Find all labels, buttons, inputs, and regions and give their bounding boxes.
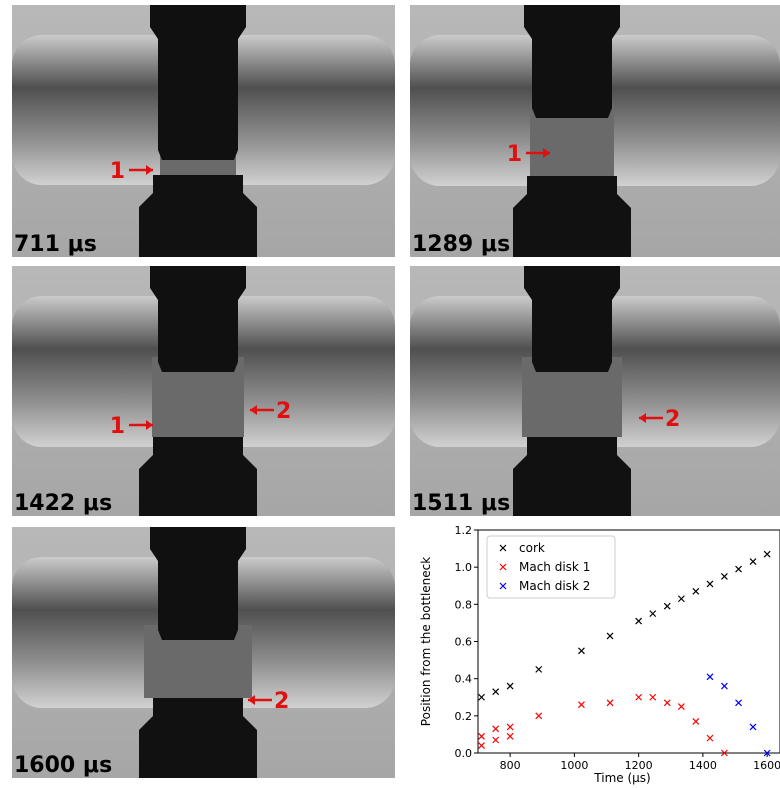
x-tick-label: 1400 bbox=[689, 759, 717, 772]
legend-label: Mach disk 1 bbox=[519, 560, 590, 574]
bottle-neck bbox=[513, 176, 631, 257]
y-tick-label: 0.0 bbox=[455, 747, 473, 760]
cork bbox=[150, 266, 246, 372]
y-axis-label: Position from the bottleneck bbox=[419, 557, 433, 726]
time-label: 1511 μs bbox=[412, 491, 510, 516]
photo-panel: 1511 μs 2 bbox=[410, 266, 780, 516]
y-tick-label: 0.8 bbox=[455, 598, 473, 611]
y-tick-label: 1.2 bbox=[455, 524, 473, 537]
legend-label: Mach disk 2 bbox=[519, 579, 590, 593]
y-tick-label: 1.0 bbox=[455, 561, 473, 574]
time-label: 1289 μs bbox=[412, 232, 510, 257]
cork bbox=[150, 527, 246, 640]
x-axis-label: Time (μs) bbox=[593, 771, 650, 785]
bottle-neck bbox=[139, 437, 257, 516]
marker-label: 1 bbox=[110, 414, 125, 439]
bottle-neck bbox=[139, 698, 257, 778]
marker-label: 1 bbox=[507, 142, 522, 167]
time-label: 1422 μs bbox=[14, 491, 112, 516]
x-tick-label: 800 bbox=[500, 759, 521, 772]
legend-label: cork bbox=[519, 541, 545, 555]
y-tick-label: 0.2 bbox=[455, 710, 473, 723]
x-tick-label: 1600 bbox=[753, 759, 780, 772]
photo-panel: 1422 μs 1 2 bbox=[12, 266, 395, 516]
bottle-neck bbox=[139, 175, 257, 257]
y-tick-label: 0.6 bbox=[455, 636, 473, 649]
photo-panel: 1600 μs 2 bbox=[12, 527, 395, 778]
photo-panel: 1289 μs 1 bbox=[410, 5, 780, 257]
marker-label: 2 bbox=[276, 399, 291, 424]
photo-panel: 711 μs 1 bbox=[12, 5, 395, 257]
cork bbox=[524, 266, 620, 372]
marker-label: 1 bbox=[110, 159, 125, 184]
time-label: 711 μs bbox=[14, 232, 97, 257]
cork bbox=[524, 5, 620, 118]
x-tick-label: 1000 bbox=[560, 759, 588, 772]
marker-label: 2 bbox=[274, 689, 289, 714]
figure: 711 μs 1 1289 μs 1 1422 μs 1 2 1511 μs 2 1600 μs 2… bbox=[0, 0, 780, 788]
bottle-neck bbox=[513, 437, 631, 516]
y-tick-label: 0.4 bbox=[455, 673, 473, 686]
time-label: 1600 μs bbox=[14, 753, 112, 778]
cork bbox=[150, 5, 246, 160]
marker-label: 2 bbox=[665, 407, 680, 432]
